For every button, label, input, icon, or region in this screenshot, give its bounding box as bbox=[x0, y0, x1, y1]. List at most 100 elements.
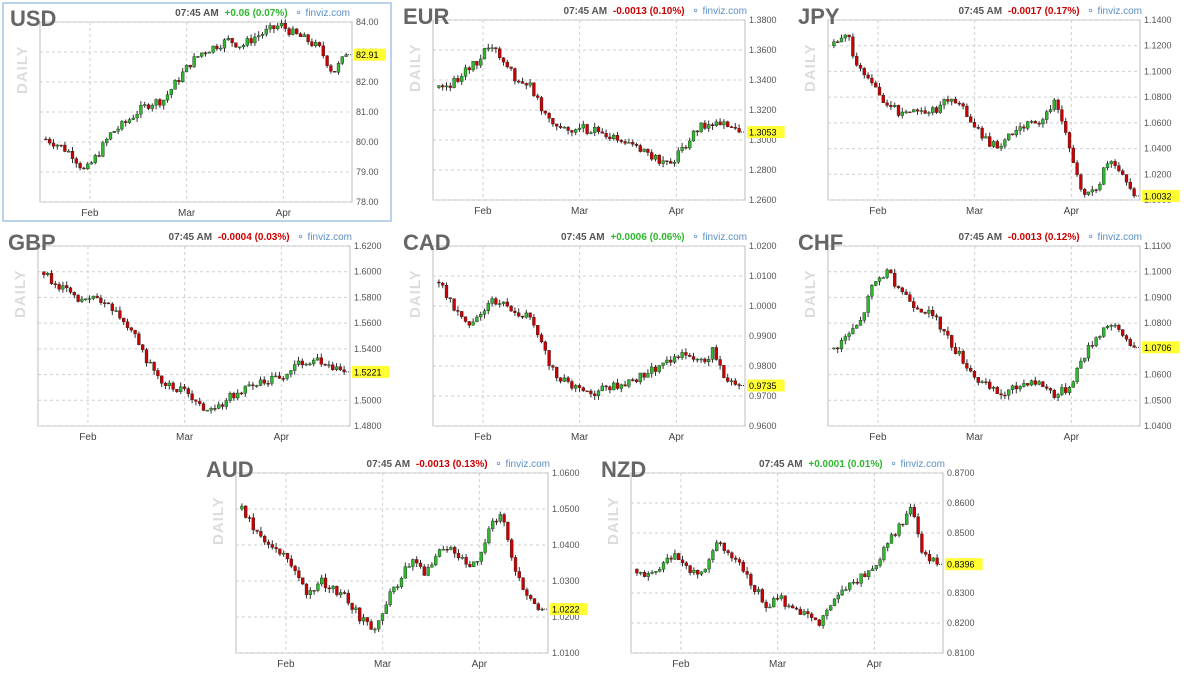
nzd-candle-body-44 bbox=[802, 611, 806, 615]
jpy-time: 07:45 AM bbox=[958, 6, 1003, 17]
gbp-candle-body-50 bbox=[232, 393, 236, 399]
gbp-chart-panel[interactable]: 1.62001.60001.58001.56001.54001.52001.50… bbox=[2, 228, 392, 448]
aud-candle-body-48 bbox=[422, 566, 426, 576]
jpy-candle-body-39 bbox=[980, 127, 984, 139]
eur-candle-body-54 bbox=[642, 148, 646, 152]
aud-brand[interactable]: ⚬ finviz.com bbox=[494, 459, 550, 470]
gbp-y-tick-3: 1.5600 bbox=[354, 318, 382, 328]
cad-candle-body-17 bbox=[501, 301, 506, 304]
nzd-candle-body-22 bbox=[718, 542, 723, 544]
aud-plot-frame bbox=[235, 472, 549, 654]
nzd-candle-body-67 bbox=[889, 534, 894, 544]
gbp-candle-body-58 bbox=[262, 379, 266, 384]
gbp-candle-body-52 bbox=[239, 392, 244, 395]
gbp-candle-body-61 bbox=[274, 375, 278, 378]
gbp-brand[interactable]: ⚬ finviz.com bbox=[296, 232, 352, 243]
aud-symbol: AUD bbox=[206, 457, 254, 482]
cad-candle-body-58 bbox=[657, 365, 661, 372]
eur-candle-body-27 bbox=[539, 97, 544, 112]
aud-candle-body-51 bbox=[434, 556, 438, 566]
cad-y-tick-2: 1.0000 bbox=[749, 301, 777, 311]
eur-candle-body-19 bbox=[509, 66, 513, 69]
aud-candle-body-40 bbox=[392, 586, 396, 592]
usd-candle-body-61 bbox=[276, 25, 280, 29]
jpy-candle-body-17 bbox=[896, 105, 901, 116]
cad-candle-body-34 bbox=[566, 377, 570, 382]
cad-chart-panel[interactable]: 1.0200 1.0100 1.0000 0.9900 0.9800 0.9700 0.96… bbox=[397, 228, 787, 448]
nzd-candle-body-34 bbox=[764, 601, 768, 608]
aud-x-tick-1: Mar bbox=[374, 659, 392, 670]
nzd-candle-body-68 bbox=[893, 534, 897, 536]
nzd-brand[interactable]: ⚬ finviz.com bbox=[889, 459, 945, 470]
gbp-candle-body-37 bbox=[182, 386, 187, 389]
gbp-candle-body-28 bbox=[148, 361, 152, 364]
gbp-change: -0.0004 (0.03%) bbox=[217, 232, 290, 243]
chf-brand[interactable]: ⚬ finviz.com bbox=[1086, 232, 1142, 243]
eur-candle-body-0 bbox=[437, 85, 441, 88]
gbp-candle-body-38 bbox=[186, 388, 190, 395]
aud-candle-body-77 bbox=[532, 598, 537, 604]
aud-candle-body-24 bbox=[331, 585, 335, 590]
cad-candle-body-39 bbox=[585, 390, 589, 393]
nzd-candle-body-70 bbox=[901, 523, 905, 526]
jpy-candle-body-11 bbox=[874, 82, 878, 88]
eur-candle-body-78 bbox=[733, 127, 737, 129]
jpy-candle-body-40 bbox=[984, 136, 988, 139]
cad-candle-body-47 bbox=[615, 382, 620, 389]
eur-candle-body-11 bbox=[479, 58, 483, 66]
cad-candle-body-35 bbox=[570, 381, 574, 389]
aud-candle-body-11 bbox=[282, 553, 286, 555]
nzd-candle-body-30 bbox=[749, 574, 753, 586]
cad-candle-body-55 bbox=[646, 373, 650, 378]
cad-candle-body-64 bbox=[680, 352, 684, 358]
usd-candle-body-39 bbox=[192, 56, 196, 68]
aud-chart-panel[interactable]: 1.0600 1.0500 1.0400 1.0300 1.0200 1.0100 Feb M… bbox=[200, 455, 590, 675]
nzd-candle-body-40 bbox=[787, 605, 791, 608]
chf-candle-body-2 bbox=[839, 340, 844, 350]
aud-candle-body-35 bbox=[373, 628, 377, 631]
gbp-candle-body-51 bbox=[236, 392, 240, 399]
eur-candle-body-23 bbox=[524, 83, 528, 86]
usd-brand[interactable]: ⚬ finviz.com bbox=[294, 8, 350, 19]
aud-chart-svg: 1.0600 1.0500 1.0400 1.0300 1.0200 1.0100 Feb M… bbox=[235, 468, 588, 670]
gbp-candle-body-65 bbox=[289, 370, 293, 375]
gbp-candle-body-1 bbox=[46, 273, 50, 275]
usd-candle-body-52 bbox=[241, 45, 246, 48]
nzd-candle-body-26 bbox=[734, 557, 738, 560]
chf-candle-body-38 bbox=[976, 377, 980, 383]
gbp-candle-body-27 bbox=[144, 349, 149, 364]
usd-candle-body-18 bbox=[112, 131, 116, 133]
cad-brand[interactable]: ⚬ finviz.com bbox=[691, 232, 747, 243]
nzd-candle-body-2 bbox=[642, 572, 647, 577]
jpy-y-tick-3: 1.0800 bbox=[1144, 92, 1172, 102]
eur-brand[interactable]: ⚬ finviz.com bbox=[691, 6, 747, 17]
usd-chart-panel[interactable]: 84.0083.0082.0081.0080.0079.0078.00FebMa… bbox=[2, 2, 392, 222]
usd-candle-body-17 bbox=[108, 132, 113, 140]
nzd-candle-body-64 bbox=[878, 559, 882, 566]
gbp-y-tick-4: 1.5400 bbox=[354, 344, 382, 354]
aud-candle-body-2 bbox=[247, 517, 252, 519]
aud-candle-body-13 bbox=[289, 558, 293, 567]
jpy-candle-body-15 bbox=[889, 105, 893, 107]
chf-candle-body-39 bbox=[980, 381, 984, 383]
jpy-chart-svg: 1.1400 1.1200 1.1000 1.0800 1.0600 1.0400 1.02… bbox=[827, 15, 1180, 217]
nzd-candle-body-1 bbox=[639, 572, 643, 574]
jpy-brand[interactable]: ⚬ finviz.com bbox=[1086, 6, 1142, 17]
nzd-chart-panel[interactable]: 0.87000.86000.85000.84000.83000.82000.81… bbox=[595, 455, 985, 675]
aud-candle-body-60 bbox=[468, 564, 472, 567]
gbp-x-tick-2: Apr bbox=[274, 432, 290, 443]
jpy-candle-body-63 bbox=[1071, 147, 1075, 163]
cad-candle-body-51 bbox=[631, 379, 635, 381]
cad-candle-body-61 bbox=[669, 359, 673, 363]
jpy-chart-panel[interactable]: 1.1400 1.1200 1.1000 1.0800 1.0600 1.0400 1.02… bbox=[792, 2, 1182, 222]
cad-candle-body-4 bbox=[452, 298, 456, 311]
nzd-symbol: NZD bbox=[601, 457, 647, 482]
jpy-candle-body-32 bbox=[953, 98, 958, 104]
jpy-candle-body-2 bbox=[839, 37, 844, 43]
chf-chart-panel[interactable]: 1.11001.10001.09001.08001.07001.06001.05… bbox=[792, 228, 1182, 448]
aud-candle-body-59 bbox=[464, 557, 468, 565]
cad-candle-body-23 bbox=[524, 312, 528, 318]
nzd-candle-body-18 bbox=[703, 568, 707, 573]
cad-candle-body-45 bbox=[608, 386, 612, 391]
eur-chart-panel[interactable]: 1.3800 1.3600 1.3400 1.3200 1.3000 1.2800 1.26… bbox=[397, 2, 787, 222]
